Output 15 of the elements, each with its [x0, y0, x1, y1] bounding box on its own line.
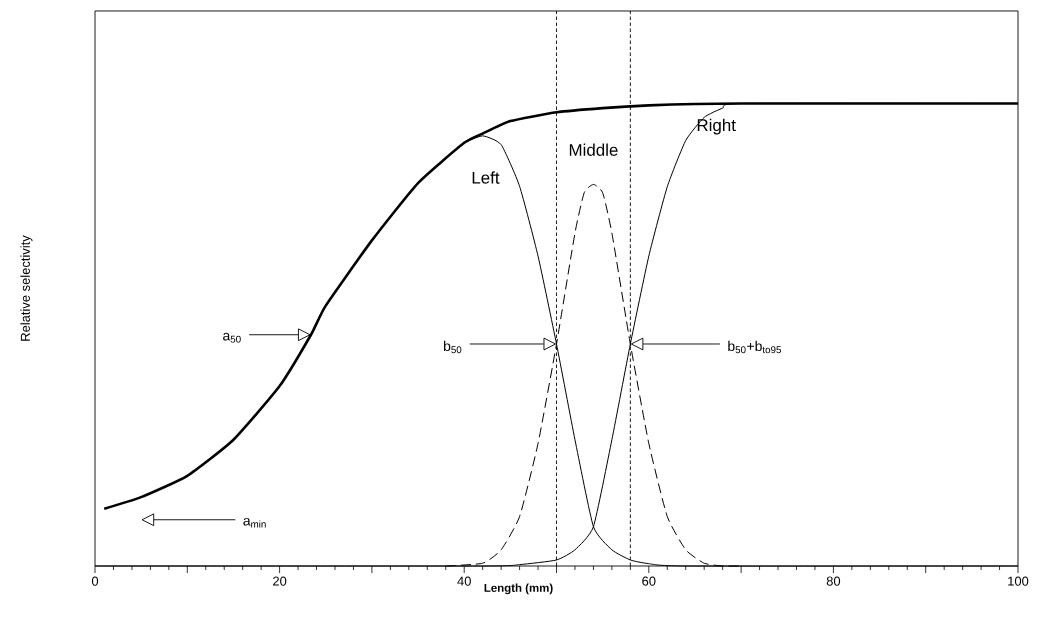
x-tick-label: 20 — [273, 576, 287, 586]
annotation: b$_{50}$ — [444, 340, 462, 354]
text: Middle — [569, 143, 618, 156]
x-axis-title: Length (mm) — [484, 583, 553, 595]
series-label: Left — [472, 171, 500, 184]
annotation: a$_{50}$ — [223, 332, 241, 343]
annotation: a$_{min}$ — [243, 517, 266, 528]
y-axis-title: Relative selectivity — [20, 235, 33, 341]
x-tick-label: 60 — [642, 576, 656, 586]
x-tick-label: 100 — [1008, 576, 1029, 586]
x-tick-label: 0 — [91, 576, 99, 586]
series-label: Right — [697, 118, 736, 135]
x-tick-label: 80 — [826, 576, 841, 586]
x-tick-label: 40 — [457, 576, 471, 586]
annotation: b$_{50}$+b$_{to95}$ — [728, 340, 781, 354]
